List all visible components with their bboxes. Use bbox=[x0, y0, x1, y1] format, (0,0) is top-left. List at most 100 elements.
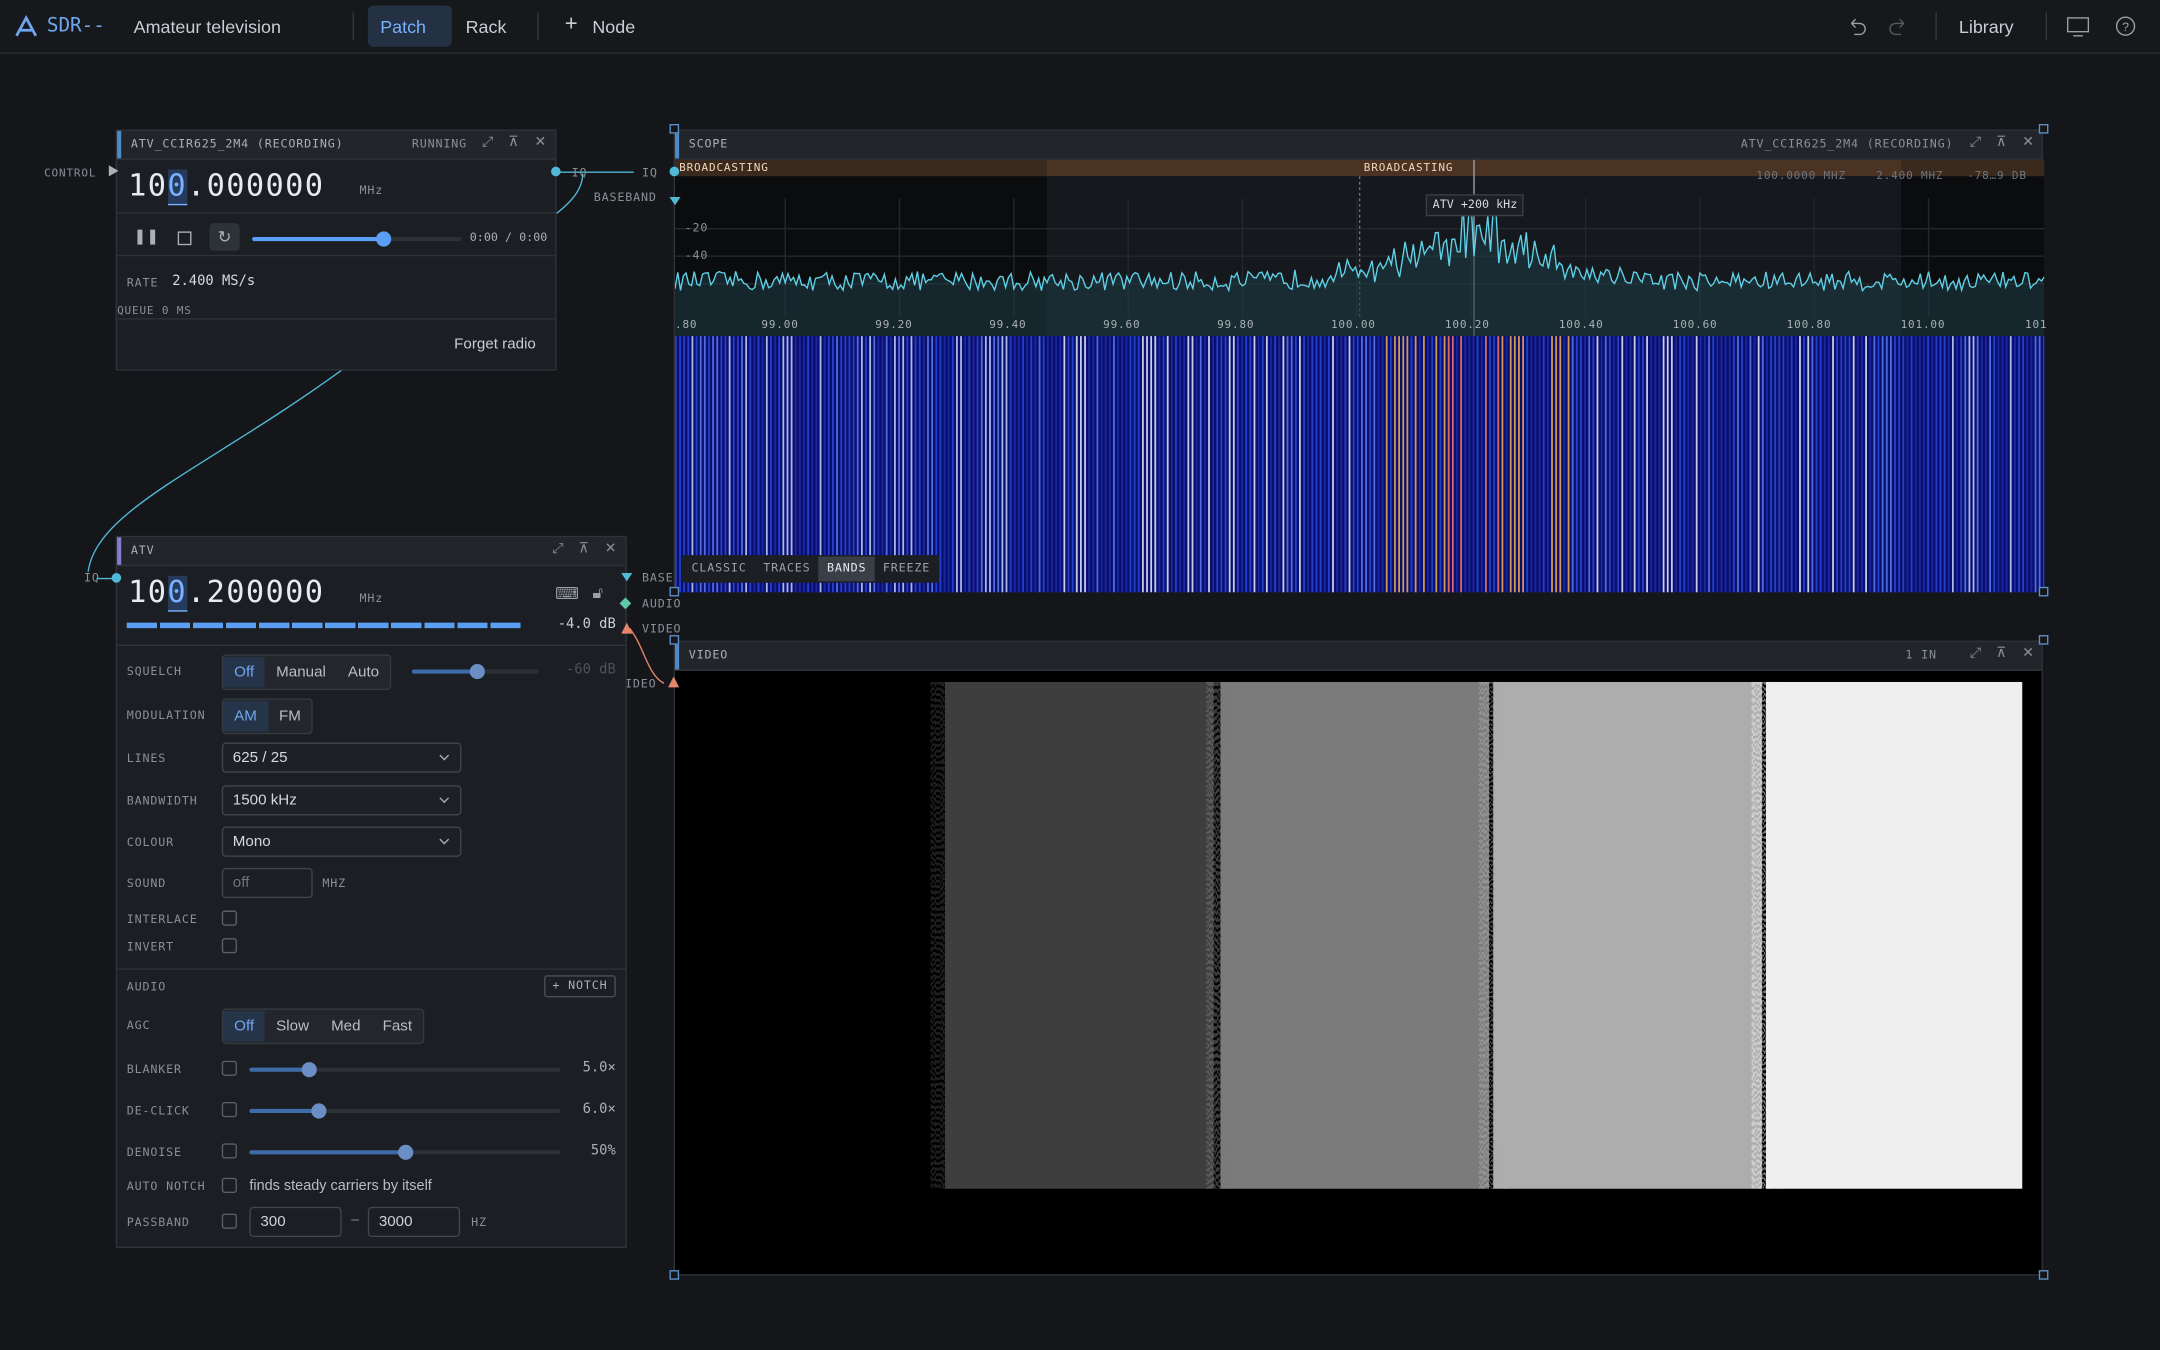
pin[interactable]: ⊼ bbox=[1996, 646, 2007, 662]
logo bbox=[15, 15, 38, 37]
checkbox[interactable] bbox=[221, 1143, 237, 1159]
handle[interactable] bbox=[669, 123, 680, 134]
waterfall-line bbox=[1034, 336, 1037, 593]
close[interactable]: ✕ bbox=[534, 134, 547, 151]
checkbox[interactable] bbox=[221, 1177, 237, 1193]
icons[interactable]: ? bbox=[2066, 16, 2138, 38]
waterfall-line bbox=[1439, 336, 1442, 593]
section-label: AUDIO bbox=[126, 980, 167, 995]
seek[interactable] bbox=[252, 231, 462, 247]
mode[interactable]: FREEZE bbox=[882, 562, 931, 576]
port[interactable] bbox=[668, 676, 680, 688]
option[interactable]: Slow bbox=[276, 1018, 310, 1035]
keyboard[interactable]: ⌨ bbox=[555, 584, 580, 604]
waterfall-line bbox=[939, 336, 942, 593]
waterfall-line bbox=[757, 336, 760, 593]
loop[interactable]: ↻ bbox=[209, 223, 240, 251]
checkbox[interactable] bbox=[221, 1102, 237, 1118]
waterfall-line bbox=[1480, 336, 1483, 593]
mode[interactable]: TRACES bbox=[763, 562, 811, 576]
waterfall-line bbox=[1162, 336, 1165, 593]
handle[interactable] bbox=[2038, 635, 2049, 645]
slider[interactable] bbox=[411, 663, 539, 680]
waterfall-line bbox=[1460, 336, 1462, 593]
expand[interactable]: ⤢ bbox=[552, 541, 564, 557]
waterfall-line bbox=[1270, 336, 1272, 593]
expand[interactable]: ⤢ bbox=[1969, 646, 1981, 662]
text-input[interactable]: off bbox=[221, 867, 313, 899]
tab[interactable]: Patch bbox=[380, 16, 427, 38]
checkbox[interactable] bbox=[221, 1060, 237, 1076]
close[interactable]: ✕ bbox=[604, 541, 617, 557]
port[interactable] bbox=[551, 166, 561, 177]
option[interactable]: Auto bbox=[347, 663, 380, 681]
mode[interactable]: BANDS bbox=[818, 556, 875, 582]
lock[interactable]: 🔓︎ bbox=[592, 582, 604, 602]
option[interactable]: Off bbox=[223, 1011, 266, 1042]
project-name[interactable]: Amateur television bbox=[133, 16, 281, 38]
option[interactable]: Off bbox=[223, 657, 266, 688]
waterfall-line bbox=[1596, 336, 1599, 593]
port-label: BASE bbox=[641, 571, 674, 586]
select[interactable]: Mono bbox=[221, 826, 462, 857]
handle[interactable] bbox=[2038, 586, 2049, 597]
pause[interactable]: ❚❚ bbox=[133, 228, 160, 246]
port[interactable] bbox=[621, 622, 633, 634]
close[interactable]: ✕ bbox=[2022, 646, 2034, 662]
add-node[interactable]: Node bbox=[592, 16, 636, 38]
mode[interactable]: CLASSIC bbox=[691, 562, 747, 576]
forget-radio[interactable]: Forget radio bbox=[454, 336, 536, 353]
waterfall-line bbox=[770, 336, 772, 593]
option[interactable]: Manual bbox=[276, 663, 326, 681]
handle[interactable] bbox=[669, 586, 680, 597]
port[interactable] bbox=[621, 573, 633, 582]
option[interactable]: AM bbox=[223, 701, 268, 732]
waterfall-line bbox=[1150, 336, 1153, 593]
waterfall-line bbox=[786, 336, 789, 593]
waterfall-line bbox=[1592, 336, 1595, 593]
close[interactable]: ✕ bbox=[2022, 134, 2034, 151]
port[interactable] bbox=[669, 196, 681, 206]
checkbox[interactable] bbox=[221, 910, 237, 926]
video-node: VIDEO 1 IN ⤢ ⊼ ✕ bbox=[673, 640, 2043, 1276]
stop[interactable] bbox=[177, 231, 192, 246]
notch-button[interactable]: + NOTCH bbox=[544, 975, 616, 998]
checkbox[interactable] bbox=[221, 1213, 237, 1229]
library[interactable]: Library bbox=[1958, 16, 2014, 38]
text-input[interactable]: 3000 bbox=[367, 1206, 461, 1238]
select[interactable]: 625 / 25 bbox=[221, 742, 462, 773]
waterfall-line bbox=[1840, 336, 1843, 593]
port[interactable] bbox=[669, 166, 680, 177]
handle[interactable] bbox=[2038, 123, 2049, 134]
text-input[interactable]: 300 bbox=[249, 1206, 342, 1238]
slider[interactable] bbox=[249, 1062, 561, 1078]
select[interactable]: 1500 kHz bbox=[221, 785, 462, 816]
option[interactable]: Fast bbox=[382, 1018, 413, 1035]
option[interactable]: FM bbox=[278, 708, 301, 725]
port[interactable] bbox=[111, 573, 122, 583]
control-port[interactable] bbox=[108, 165, 119, 177]
slider[interactable] bbox=[249, 1103, 561, 1119]
pin[interactable]: ⊼ bbox=[508, 134, 519, 151]
undo-redo[interactable] bbox=[1847, 17, 1908, 36]
expand[interactable]: ⤢ bbox=[482, 134, 494, 151]
slider[interactable] bbox=[249, 1144, 561, 1160]
frequency[interactable]: 100.000000 bbox=[128, 169, 325, 206]
waterfall-line bbox=[894, 336, 896, 593]
pin[interactable]: ⊼ bbox=[578, 541, 589, 557]
tab[interactable]: Rack bbox=[465, 16, 507, 38]
handle[interactable] bbox=[669, 635, 680, 645]
waterfall-line bbox=[2026, 336, 2029, 593]
band: BROADCASTING bbox=[679, 161, 769, 174]
handle[interactable] bbox=[2038, 1270, 2049, 1280]
waterfall-line bbox=[1212, 336, 1215, 593]
waterfall-line bbox=[1361, 336, 1363, 593]
expand[interactable]: ⤢ bbox=[1969, 134, 1981, 151]
waterfall-line bbox=[1451, 336, 1454, 593]
frequency[interactable]: 100.200000 bbox=[128, 575, 325, 612]
checkbox[interactable] bbox=[221, 938, 237, 954]
handle[interactable] bbox=[669, 1270, 680, 1280]
waterfall-line bbox=[1964, 336, 1967, 593]
option[interactable]: Med bbox=[331, 1018, 361, 1035]
pin[interactable]: ⊼ bbox=[1996, 134, 2007, 151]
